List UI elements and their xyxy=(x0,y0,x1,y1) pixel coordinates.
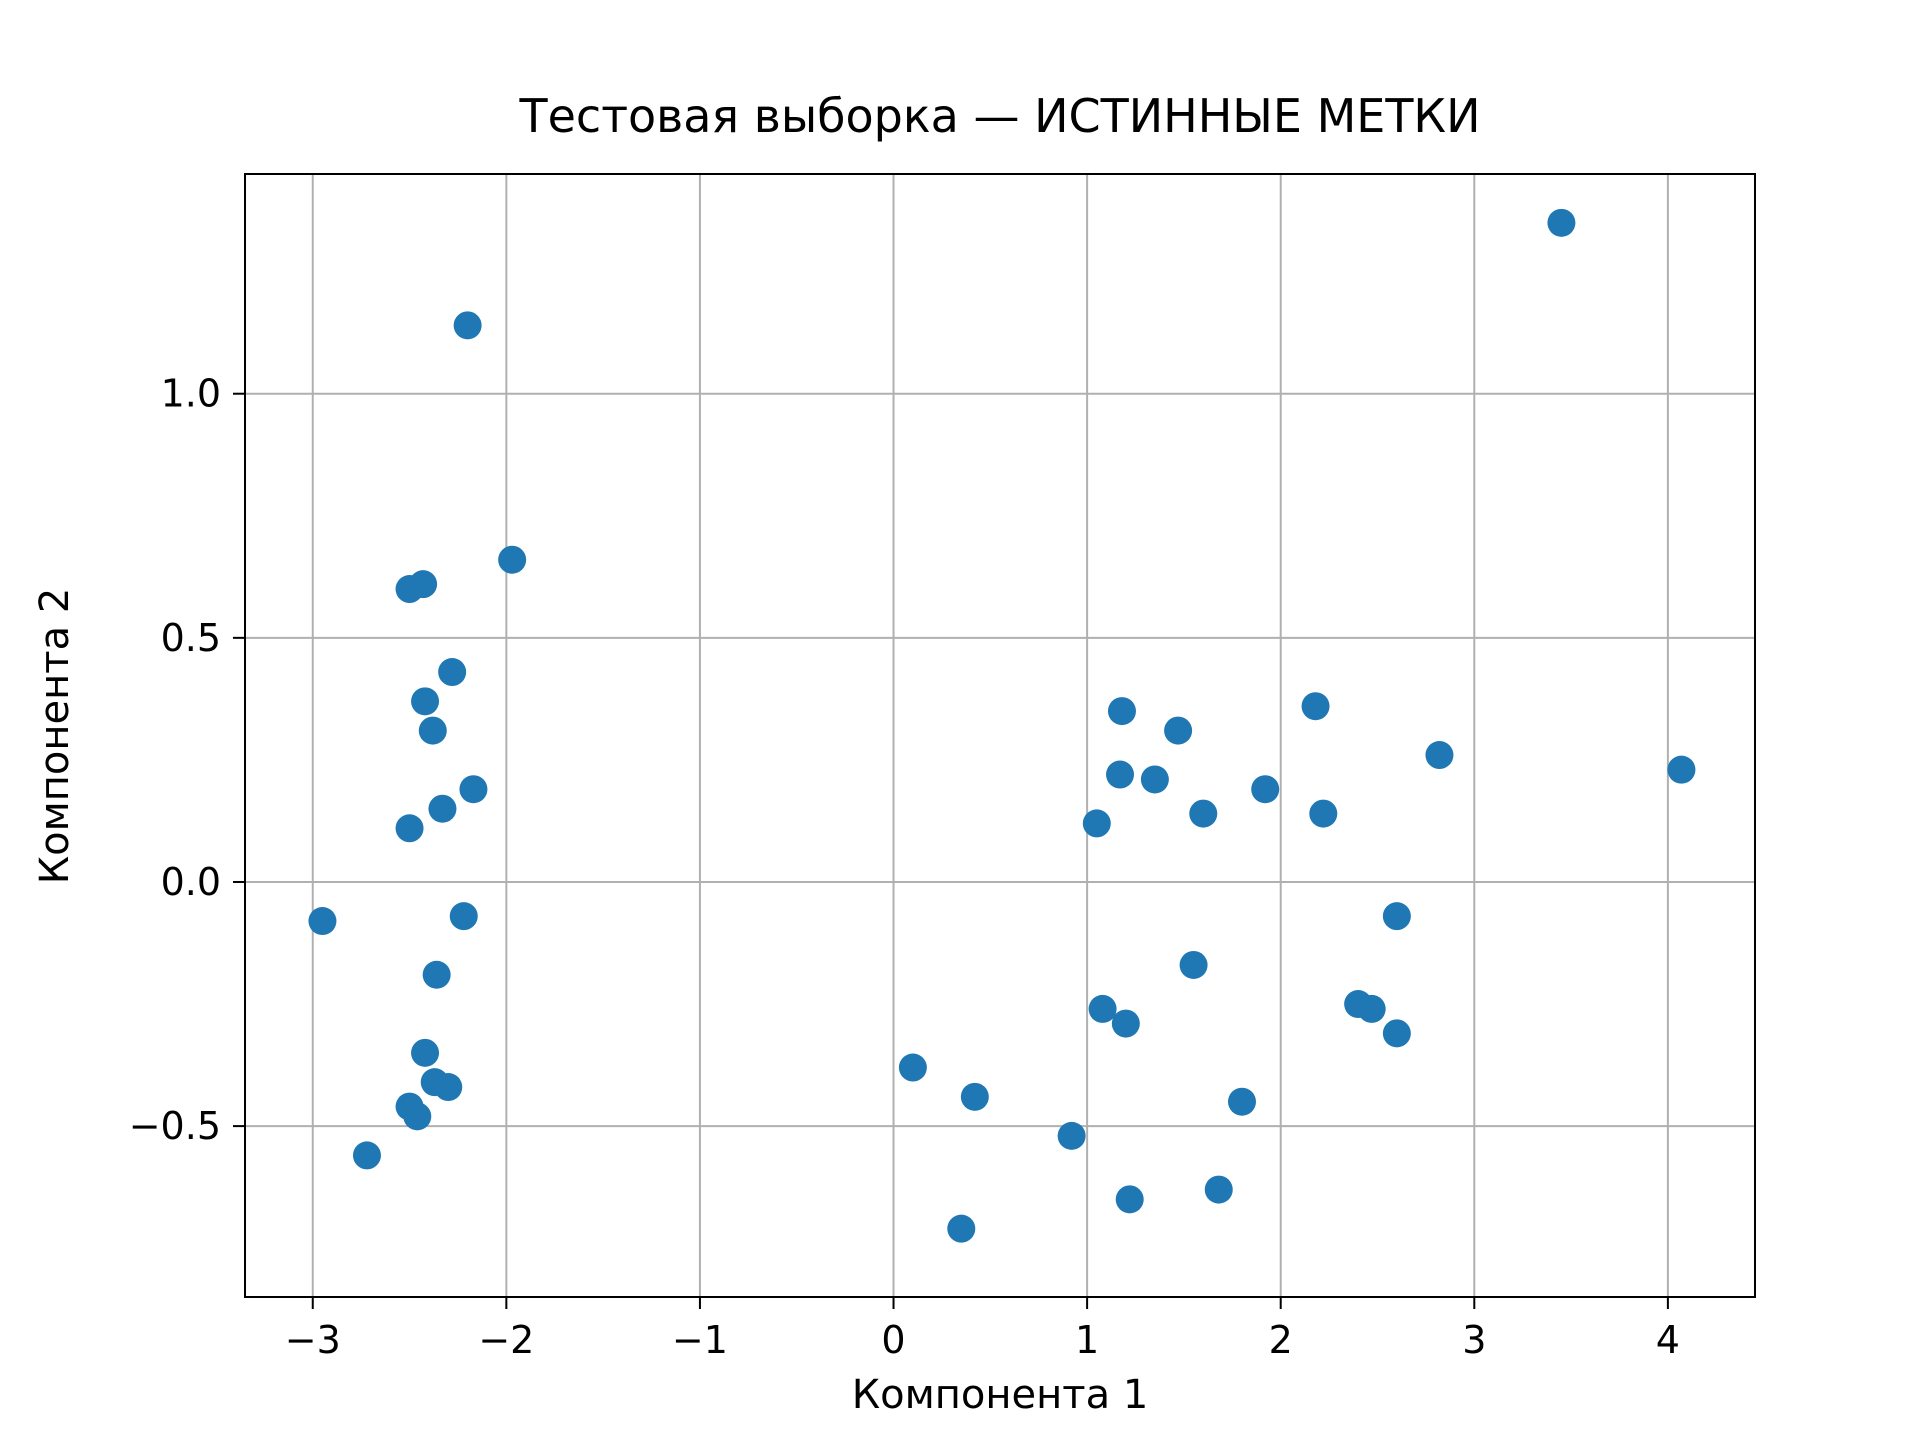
scatter-point xyxy=(1251,775,1280,804)
y-tick-label: 0.5 xyxy=(161,616,221,660)
scatter-point xyxy=(453,311,482,340)
scatter-point xyxy=(352,1141,381,1170)
scatter-point xyxy=(1107,697,1136,726)
scatter-point xyxy=(459,775,488,804)
scatter-point xyxy=(1111,1009,1140,1038)
scatter-point xyxy=(409,570,438,599)
ticks-layer: −3 −2 −1 0 1 2 3 4 −0.5 0.0 0.5 1.0 xyxy=(129,372,1680,1362)
scatter-point xyxy=(418,716,447,745)
scatter-point xyxy=(1088,994,1117,1023)
scatter-point xyxy=(1106,760,1135,789)
y-tick-label: −0.5 xyxy=(129,1104,221,1148)
scatter-point xyxy=(395,814,424,843)
y-axis-label: Компонента 2 xyxy=(32,588,78,885)
scatter-points-layer xyxy=(308,208,1696,1243)
scatter-point xyxy=(1547,208,1576,237)
x-tick-label: −2 xyxy=(478,1318,534,1362)
scatter-point xyxy=(428,794,457,823)
x-tick-label: −1 xyxy=(672,1318,728,1362)
scatter-point xyxy=(1301,692,1330,721)
x-tick-label: 2 xyxy=(1269,1318,1293,1362)
chart-title: Тестовая выборка — ИСТИННЫЕ МЕТКИ xyxy=(519,89,1481,143)
scatter-point xyxy=(947,1214,976,1243)
scatter-point xyxy=(1057,1121,1086,1150)
scatter-point xyxy=(1140,765,1169,794)
x-tick-label: 1 xyxy=(1075,1318,1099,1362)
scatter-point xyxy=(1382,902,1411,931)
scatter-point xyxy=(1189,799,1218,828)
scatter-point xyxy=(411,687,440,716)
x-tick-label: 0 xyxy=(881,1318,905,1362)
scatter-point xyxy=(1164,716,1193,745)
plot-area-border xyxy=(244,173,1756,1298)
scatter-point xyxy=(898,1053,927,1082)
scatter-point xyxy=(1082,809,1111,838)
x-tick-label: 3 xyxy=(1462,1318,1486,1362)
scatter-point xyxy=(1667,755,1696,784)
scatter-point xyxy=(308,907,337,936)
scatter-point xyxy=(1425,741,1454,770)
scatter-point xyxy=(403,1102,432,1131)
scatter-point xyxy=(449,902,478,931)
scatter-point xyxy=(1204,1175,1233,1204)
scatter-point xyxy=(1227,1087,1256,1116)
grid-layer xyxy=(245,174,1755,1297)
scatter-point xyxy=(498,545,527,574)
scatter-point xyxy=(1382,1019,1411,1048)
scatter-point xyxy=(434,1073,463,1102)
scatter-point xyxy=(411,1038,440,1067)
scatter-point xyxy=(438,658,467,687)
scatter-point xyxy=(1309,799,1338,828)
x-tick-label: 4 xyxy=(1656,1318,1680,1362)
y-tick-label: 0.0 xyxy=(161,860,221,904)
scatter-point xyxy=(960,1082,989,1111)
scatter-point xyxy=(1115,1185,1144,1214)
x-axis-label: Компонента 1 xyxy=(852,1372,1149,1418)
x-tick-label: −3 xyxy=(285,1318,341,1362)
scatter-point xyxy=(1179,950,1208,979)
y-tick-label: 1.0 xyxy=(161,372,221,416)
scatter-point xyxy=(422,960,451,989)
scatter-point xyxy=(1357,994,1386,1023)
